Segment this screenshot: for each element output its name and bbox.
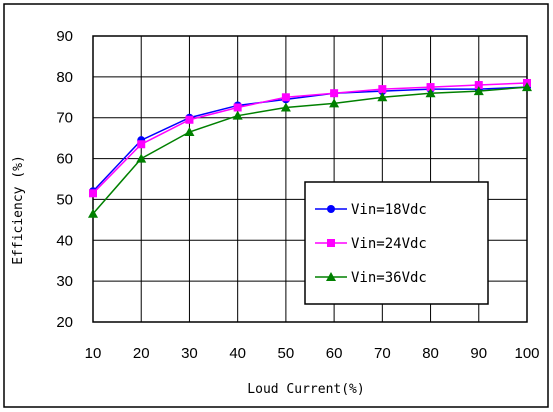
legend-label: Vin=36Vdc — [351, 270, 427, 286]
data-point — [184, 127, 195, 137]
data-point — [378, 85, 387, 94]
y-tick-label: 90 — [56, 28, 73, 45]
data-point — [473, 86, 484, 96]
legend-item: Vin=18Vdc — [315, 202, 427, 218]
x-tick-label: 40 — [229, 345, 246, 362]
data-point — [281, 93, 290, 102]
legend-label: Vin=24Vdc — [351, 236, 427, 252]
x-tick-label: 30 — [181, 345, 198, 362]
data-point — [329, 98, 340, 108]
x-tick-label: 20 — [133, 345, 150, 362]
y-tick-label: 70 — [56, 110, 73, 127]
x-tick-label: 10 — [85, 345, 102, 362]
data-point — [88, 208, 98, 218]
data-point — [326, 272, 336, 281]
y-tick-label: 80 — [56, 69, 73, 86]
x-tick-label: 70 — [374, 345, 391, 362]
y-tick-label: 40 — [56, 232, 73, 249]
data-point — [185, 115, 194, 124]
x-axis-title: Loud Current(%) — [247, 382, 364, 397]
data-point — [327, 239, 335, 247]
x-tick-label: 60 — [326, 345, 343, 362]
y-tick-label: 50 — [56, 191, 73, 208]
data-point — [425, 88, 436, 98]
legend-item: Vin=24Vdc — [315, 236, 427, 252]
series-layer — [88, 78, 532, 218]
y-axis-title: Efficiency (%) — [11, 155, 26, 265]
data-point — [280, 102, 291, 112]
data-point — [474, 81, 483, 90]
data-point — [330, 89, 339, 98]
x-tick-label: 80 — [422, 345, 439, 362]
data-point — [426, 83, 435, 92]
series-line — [92, 82, 528, 194]
legend-item: Vin=36Vdc — [315, 270, 427, 286]
tick-labels: 90 80 70 60 50 40 30 20 10 20 30 40 50 60 70 80 90 100 — [56, 28, 539, 362]
data-point — [136, 153, 147, 163]
series-line — [92, 86, 528, 192]
series-vin-36vdc — [88, 82, 532, 218]
series-line — [92, 86, 528, 215]
y-tick-label: 20 — [56, 314, 73, 331]
data-point — [89, 189, 97, 198]
data-point — [327, 205, 335, 213]
data-point — [377, 92, 388, 102]
x-tick-label: 100 — [514, 345, 539, 362]
data-point — [522, 82, 532, 92]
x-tick-label: 90 — [470, 345, 487, 362]
data-point — [233, 103, 242, 112]
x-tick-label: 50 — [278, 345, 295, 362]
y-tick-label: 60 — [56, 151, 73, 168]
data-point — [232, 110, 243, 120]
legend-label: Vin=18Vdc — [351, 202, 427, 218]
data-point — [137, 140, 146, 149]
legend: Vin=18Vdc Vin=24Vdc Vin=36Vdc — [304, 181, 489, 305]
y-tick-label: 30 — [56, 273, 73, 290]
